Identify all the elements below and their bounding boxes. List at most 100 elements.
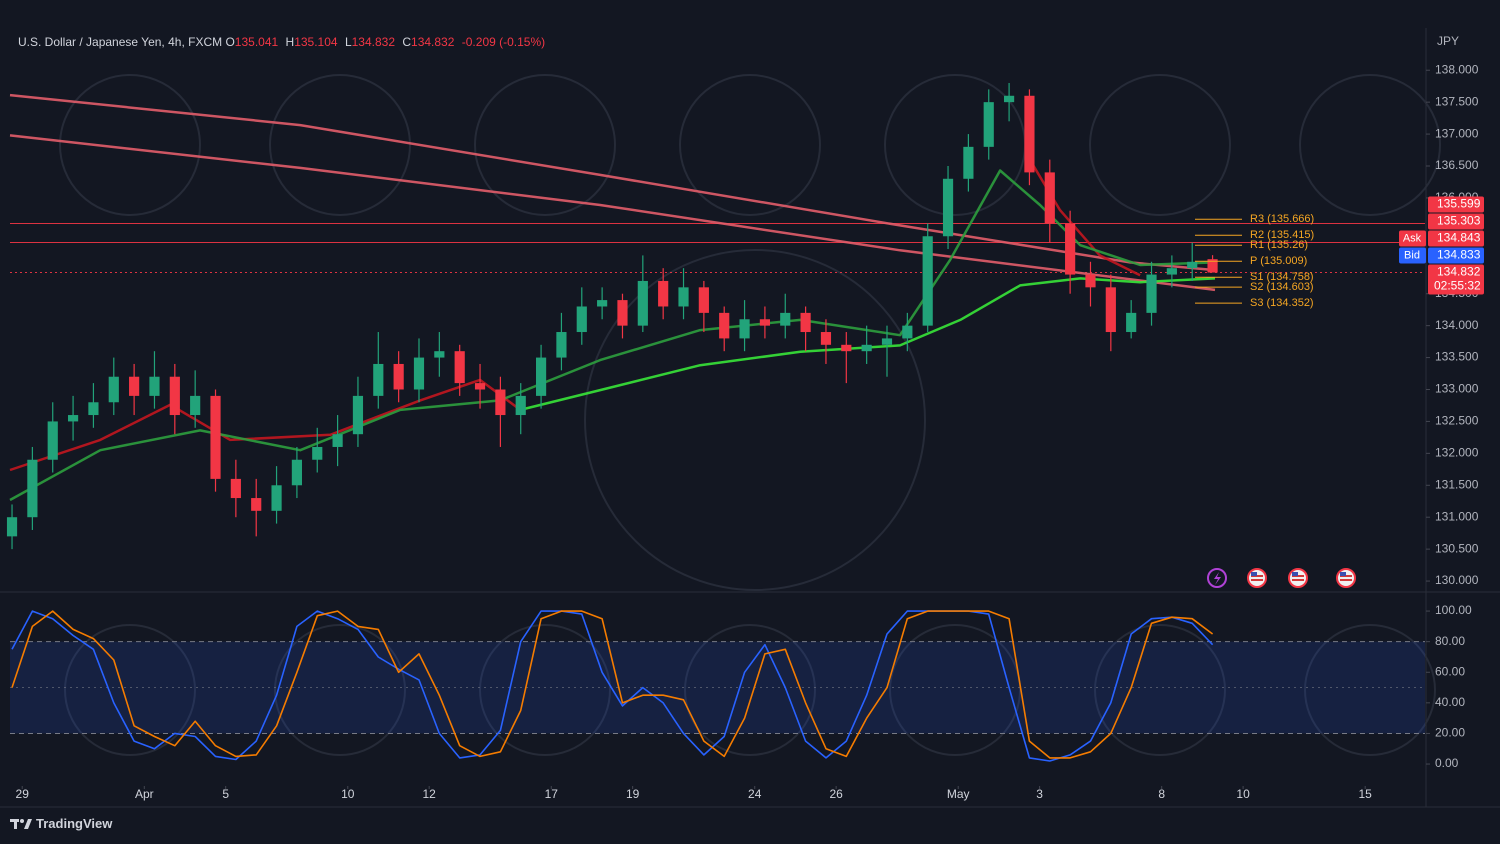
pivot-label: S2 (134.603): [1250, 281, 1314, 293]
moving-average: [9, 169, 1216, 502]
candle-body: [190, 395, 201, 416]
candle-body: [637, 280, 648, 326]
candle-body: [841, 344, 852, 352]
change: -0.209 (-0.15%): [461, 35, 546, 49]
price-box: [1428, 247, 1484, 264]
ohlc-key: C: [402, 35, 412, 49]
candle-body: [271, 485, 282, 511]
candle-body: [27, 459, 38, 518]
candle-body: [373, 363, 384, 396]
symbol-name: U.S. Dollar / Japanese Yen, 4h, FXCM: [18, 35, 223, 49]
candle-body: [922, 236, 933, 326]
candle-body: [1044, 172, 1055, 224]
y-tick-label: 100.00: [1435, 603, 1472, 617]
price-box-label: 135.303: [1437, 214, 1481, 228]
price-box: [1428, 196, 1484, 213]
candle-body: [454, 351, 465, 384]
candle-body: [6, 517, 18, 537]
price-box-label: 134.833: [1437, 248, 1481, 262]
candle-body: [556, 332, 567, 358]
y-tick-label: 20.00: [1435, 726, 1465, 740]
candle-body: [434, 351, 445, 358]
y-tick-label: 133.000: [1435, 382, 1479, 396]
pivot-label: S1 (134.758): [1250, 271, 1314, 283]
brand-logo: [10, 818, 32, 829]
price-pane: R3 (135.666) R2 (135.415)R1 (135.26) P (13…: [6, 82, 1425, 550]
candle-body: [332, 434, 343, 447]
y-tick-label: 133.500: [1435, 350, 1479, 364]
candle-body: [617, 300, 628, 326]
candle-body: [1146, 274, 1157, 313]
candle-body: [1003, 95, 1015, 103]
price-tag-box: [1399, 247, 1426, 264]
candle-body: [230, 478, 241, 499]
candle-body: [67, 415, 79, 422]
candle-body: [820, 332, 832, 345]
brand-name: TradingView: [36, 816, 113, 831]
candle-body: [169, 376, 180, 416]
y-tick-label: 138.000: [1435, 62, 1479, 76]
y-tick-label: 40.00: [1435, 695, 1465, 709]
ohlc-value: 134.832: [351, 35, 396, 49]
pivot-label: S3 (134.352): [1250, 297, 1314, 309]
y-tick-label: 132.000: [1435, 446, 1479, 460]
x-tick-label: 24: [748, 787, 762, 801]
ohlc-value: 134.832: [411, 35, 455, 49]
candle-body: [312, 446, 323, 460]
price-box: [1428, 264, 1484, 295]
candle-body: [861, 344, 872, 352]
candle-body: [800, 312, 811, 333]
candle-body: [108, 376, 119, 403]
y-tick-label: 80.00: [1435, 634, 1465, 648]
candle-body: [902, 325, 913, 339]
x-tick-label: 29: [16, 787, 30, 801]
symbol-header: U.S. Dollar / Japanese Yen, 4h, FXCM O13…: [18, 35, 549, 49]
pivot-label: P (135.009): [1250, 255, 1307, 267]
y-tick-label: 132.500: [1435, 414, 1479, 428]
y-tick-label: 60.00: [1435, 664, 1465, 678]
y-tick-label: 0.00: [1435, 756, 1459, 770]
candle-body: [1085, 274, 1096, 288]
pivot-label: R3 (135.666): [1250, 213, 1314, 225]
price-box: [1428, 213, 1484, 230]
x-tick-label: 10: [341, 787, 355, 801]
candle-body: [352, 395, 364, 435]
candle-body: [1187, 261, 1198, 269]
ohlc-value: 135.104: [294, 35, 338, 49]
price-box-label: 134.832: [1437, 265, 1481, 279]
candle-body: [942, 178, 954, 237]
candle-body: [658, 280, 669, 307]
moving-average: [9, 378, 522, 472]
moving-average: [519, 277, 1216, 412]
candle-body: [413, 357, 425, 390]
oscillator-pane: [10, 610, 1425, 762]
candle-body: [515, 395, 526, 416]
price-tag-box: [1399, 230, 1426, 247]
y-tick-label: 131.500: [1435, 477, 1479, 491]
pivot-label: R1 (135.26): [1250, 239, 1308, 251]
candle-body: [1166, 268, 1177, 275]
x-tick-label: 26: [829, 787, 843, 801]
price-tag: Bid: [1404, 249, 1420, 261]
oscillator-band: [10, 641, 1425, 734]
candle-body: [597, 300, 608, 307]
candle-body: [1207, 259, 1218, 273]
candle-body: [1126, 312, 1137, 333]
candle-body: [495, 389, 506, 416]
oscillator-line: [11, 610, 1214, 759]
axes: 130.000 130.500 131.000 131.500 132.000 132.5…: [16, 62, 1484, 801]
x-tick-label: 12: [422, 787, 436, 801]
candle-body: [291, 459, 302, 486]
candle-body: [983, 102, 994, 147]
currency: JPY: [1437, 34, 1459, 48]
oscillator-line: [11, 610, 1214, 762]
y-tick-label: 130.500: [1435, 541, 1479, 555]
candle-body: [780, 312, 791, 326]
candle-body: [719, 312, 730, 339]
candle-body: [88, 402, 99, 416]
candle-body: [1024, 95, 1035, 173]
countdown: 02:55:32: [1434, 279, 1481, 293]
x-tick-label: May: [947, 787, 970, 801]
